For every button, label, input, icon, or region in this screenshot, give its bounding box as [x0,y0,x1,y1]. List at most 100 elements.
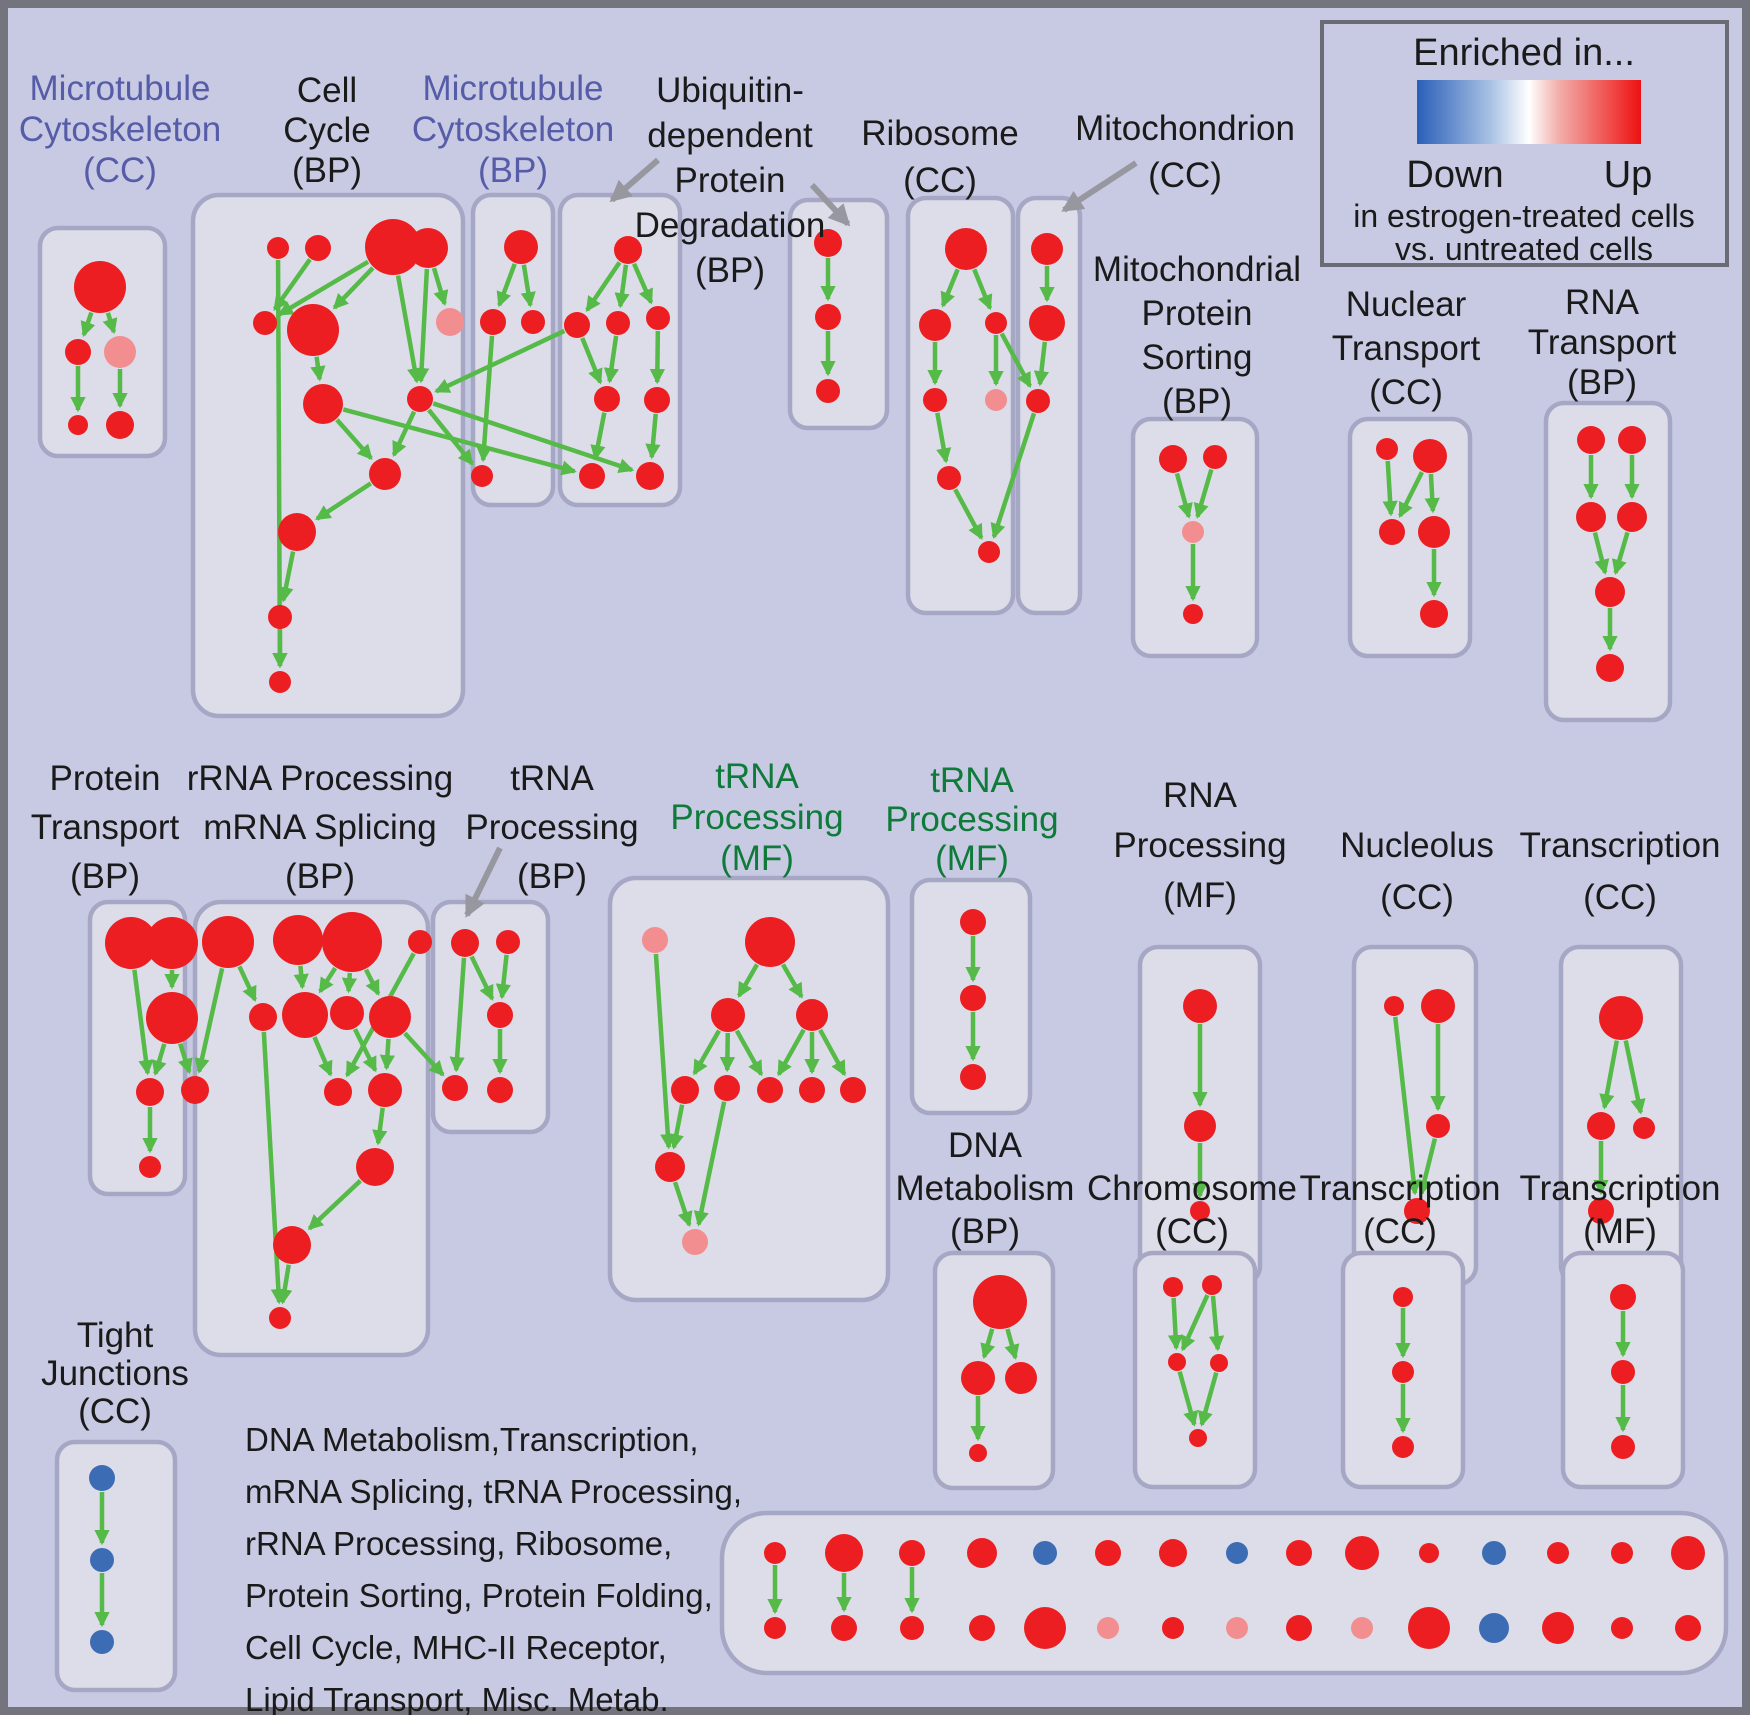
edge-arrow [312,1036,333,1077]
gene-node-37 [985,389,1007,411]
gene-node-5 [267,237,289,259]
edge-arrow [278,551,296,603]
gene-node-9 [253,311,277,335]
gene-node-127 [825,1534,863,1572]
gene-node-49 [1379,519,1405,545]
gene-node-23 [564,312,590,338]
edge-arrow [520,264,536,308]
gene-node-15 [278,513,316,551]
gene-node-111 [1163,1277,1183,1297]
gene-node-68 [249,1003,277,1031]
label-microtubule-cytoskeleton-cc: Microtubule Cytoskeleton (CC) [19,69,221,190]
gene-node-86 [671,1076,699,1104]
gene-node-41 [1029,305,1065,341]
legend-down-label: Down [1406,154,1503,196]
gene-node-38 [937,466,961,490]
gene-node-33 [945,228,987,270]
edge-arrow [734,1029,764,1077]
gene-node-46 [1183,604,1203,624]
gene-node-150 [1542,1612,1574,1644]
gene-node-63 [181,1076,209,1104]
label-transcription-cc-bottom: Transcription (CC) [1300,1169,1501,1251]
gene-node-69 [282,992,328,1038]
gene-node-28 [579,463,605,489]
edge-arrow [1592,531,1610,575]
edge-arrow [341,972,358,994]
gene-node-73 [368,1073,402,1107]
gene-node-95 [960,1064,986,1090]
gene-node-48 [1413,439,1447,473]
cluster-box-misc-clusters-band [719,1510,1729,1676]
edge-arrow [590,412,607,461]
gene-node-99 [1384,996,1404,1016]
cluster-box-tight-junctions-cc [54,1439,178,1693]
edge-arrow [692,1029,721,1076]
edge-arrow [737,963,759,998]
edge-arrow [431,267,449,306]
label-tight-junctions-cc: Tight Junctions (CC) [41,1316,189,1431]
cluster-box-chromosome-cc [1132,1250,1258,1490]
edge-arrow [80,311,96,338]
gene-node-87 [714,1075,740,1101]
gene-node-53 [1618,426,1646,454]
gene-node-78 [496,930,520,954]
cluster-box-rrna-processing-mrna-splicing-bp [192,899,431,1358]
gene-node-36 [923,388,947,412]
edge-arrow [102,312,118,335]
edge-arrow [672,1181,693,1228]
edge-arrow [315,481,373,521]
label-rna-transport-bp: RNA Transport (BP) [1528,283,1677,402]
gene-node-66 [322,912,382,972]
gene-node-55 [1617,502,1647,532]
gene-node-105 [1633,1117,1655,1139]
label-dna-metabolism-bp: DNA Metabolism (BP) [896,1126,1075,1251]
label-mitochondrial-protein-sorting-bp: Mitochondrial Protein Sorting (BP) [1093,250,1301,421]
edge-arrow [1382,460,1398,517]
edge-arrow [603,335,620,384]
edge-arrow [980,1328,996,1360]
edge-arrow [649,330,666,385]
gene-node-137 [1159,1539,1187,1567]
gene-node-116 [1393,1287,1413,1307]
edge-arrow [645,413,661,460]
gene-node-6 [305,235,331,261]
gene-node-7 [365,219,421,275]
gene-node-82 [642,927,668,953]
gene-node-44 [1203,445,1227,469]
gene-node-8 [408,228,448,268]
gene-node-120 [1611,1360,1635,1384]
gene-node-149 [1547,1542,1569,1564]
misc-clusters-note: DNA Metabolism,Transcription, mRNA Splici… [245,1421,742,1715]
gene-node-14 [369,458,401,490]
gene-node-97 [1184,1110,1216,1142]
edge-arrow [434,328,566,394]
edge-arrow [277,259,370,317]
gene-node-24 [606,311,630,335]
label-rrna-processing-mrna-splicing-bp: rRNA Processing mRNA Splicing (BP) [187,759,453,896]
gene-node-42 [1026,389,1050,413]
edge-arrow [177,1043,193,1075]
gene-node-72 [324,1078,352,1106]
edge-arrow [999,332,1032,389]
gene-node-62 [139,1156,161,1178]
edge-arrow [1033,341,1050,387]
gene-node-31 [815,304,841,330]
edge-arrow [395,275,423,384]
edge-arrow [693,1101,727,1227]
gene-node-20 [521,310,545,334]
gene-node-129 [899,1540,925,1566]
gene-node-2 [104,336,136,368]
edge-arrow [194,967,225,1074]
gene-node-10 [287,304,339,356]
edge-arrow [342,407,577,476]
gene-node-4 [106,411,134,439]
label-trna-processing-mf-1: tRNA Processing (MF) [670,757,843,878]
gene-node-11 [436,308,464,336]
edge-arrow [151,1043,167,1076]
gene-node-83 [745,917,795,967]
edge-arrow [364,968,381,996]
edge-arrow [990,412,1037,539]
label-transcription-mf-bottom: Transcription (MF) [1520,1169,1721,1251]
gene-node-89 [799,1077,825,1103]
